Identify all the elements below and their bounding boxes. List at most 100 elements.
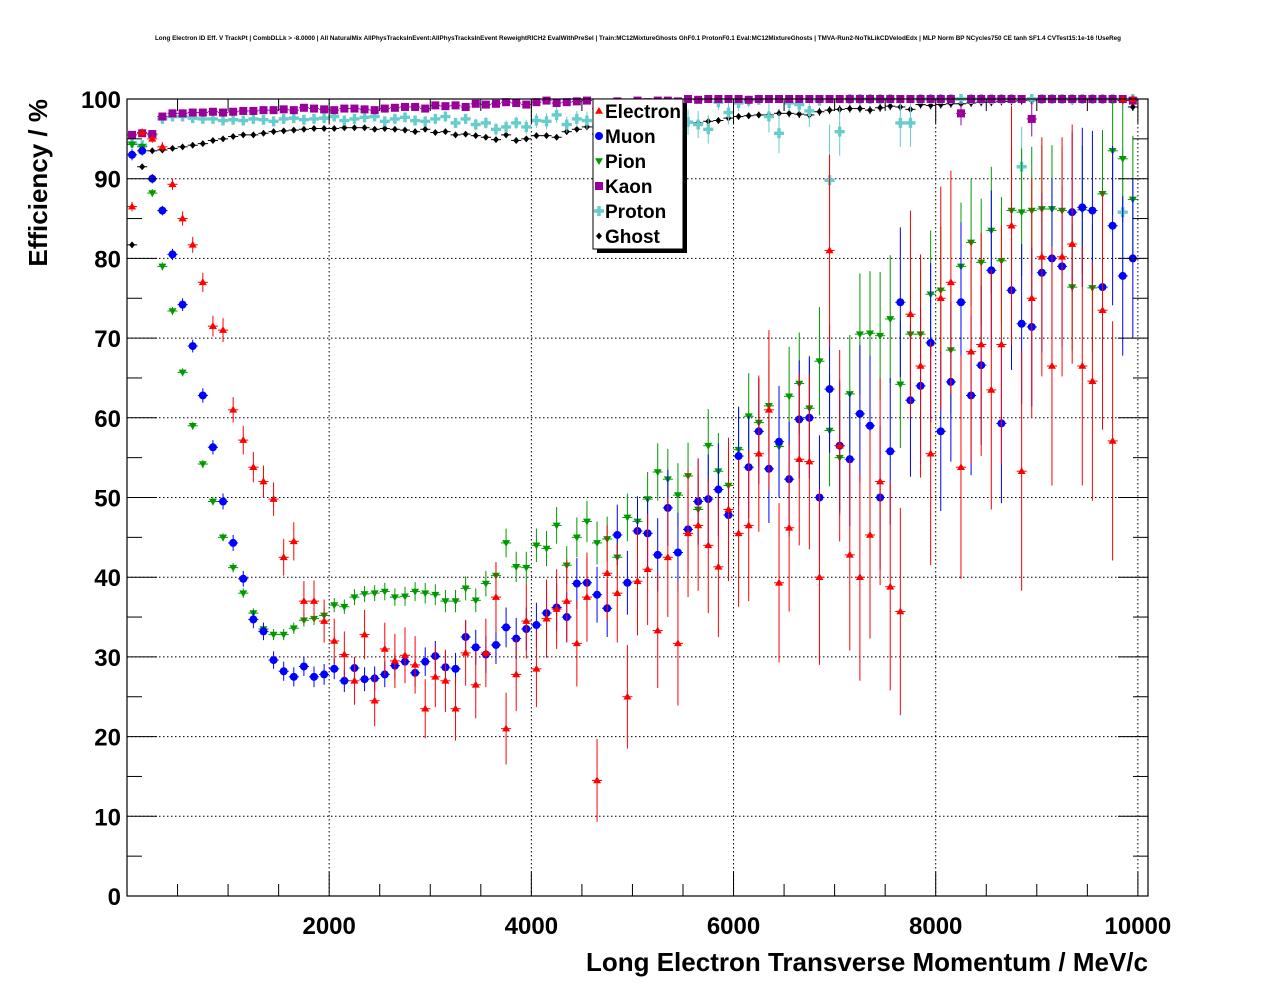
electron-marker	[400, 651, 409, 659]
proton-marker	[197, 113, 208, 124]
muon-marker	[491, 640, 500, 649]
y-tick-label: 20	[94, 725, 121, 752]
ghost-point	[308, 124, 320, 132]
ghost-point	[339, 124, 350, 132]
kaon-marker	[471, 99, 480, 108]
y-tick-label: 30	[94, 645, 121, 672]
kaon-point	[541, 96, 552, 105]
pion-point	[430, 584, 441, 606]
electron-marker	[694, 521, 703, 529]
ghost-point	[824, 106, 835, 115]
proton-marker	[329, 111, 340, 122]
electron-point	[976, 232, 987, 457]
ghost-point	[410, 128, 421, 136]
electron-point	[501, 692, 512, 765]
electron-point	[1016, 351, 1027, 591]
kaon-marker	[481, 100, 490, 109]
muon-point	[268, 651, 279, 669]
electron-marker	[441, 676, 450, 684]
electron-point	[541, 579, 552, 658]
muon-point	[228, 534, 239, 551]
ghost-point	[288, 126, 299, 134]
pion-point	[480, 570, 491, 597]
ghost-marker	[422, 125, 429, 133]
electron-marker	[805, 457, 814, 465]
electron-marker	[239, 436, 248, 443]
pion-marker	[158, 263, 167, 271]
electron-marker	[987, 385, 996, 393]
pion-marker	[340, 603, 349, 611]
proton-marker	[571, 113, 582, 124]
proton-point	[248, 113, 259, 124]
ghost-point	[531, 132, 542, 140]
electron-point	[298, 581, 309, 622]
pion-marker	[451, 598, 460, 606]
proton-marker	[420, 116, 431, 127]
proton-point	[470, 118, 481, 131]
muon-point	[137, 146, 148, 156]
electron-point	[996, 224, 1007, 465]
ghost-marker	[442, 128, 449, 136]
electron-marker	[855, 573, 864, 580]
electron-point	[632, 526, 643, 636]
pion-point	[369, 585, 380, 602]
ghost-marker	[472, 132, 479, 140]
kaon-point	[440, 102, 451, 111]
ghost-marker	[230, 132, 237, 140]
pion-point	[470, 588, 481, 613]
muon-point	[592, 566, 603, 623]
muon-marker	[956, 298, 965, 307]
muon-marker	[188, 342, 197, 351]
muon-point	[824, 325, 835, 453]
pion-point	[197, 460, 208, 469]
electron-marker	[835, 441, 844, 449]
electron-point	[460, 620, 471, 686]
electron-marker	[1078, 361, 1087, 369]
electron-marker	[643, 565, 652, 573]
muon-point	[278, 661, 289, 681]
proton-marker	[207, 113, 218, 124]
kaon-point	[531, 98, 542, 107]
electron-marker	[380, 644, 389, 652]
ghost-marker	[341, 124, 348, 132]
electron-point	[349, 656, 360, 705]
pion-point	[349, 589, 360, 606]
ghost-marker	[462, 130, 469, 138]
proton-point	[430, 113, 441, 124]
electron-marker	[997, 340, 1006, 348]
ghost-point	[389, 125, 400, 133]
pion-point	[885, 255, 896, 383]
kaon-point	[430, 101, 441, 110]
kaon-point	[217, 108, 229, 117]
electron-marker	[744, 521, 753, 529]
proton-marker	[763, 111, 774, 122]
electron-marker	[956, 463, 965, 471]
proton-marker	[268, 116, 279, 127]
electron-point	[935, 186, 946, 410]
proton-point	[389, 113, 400, 124]
electron-point	[1046, 246, 1058, 486]
ghost-marker	[1129, 103, 1136, 111]
legend-entry-proton: Proton	[594, 202, 666, 223]
proton-marker	[703, 124, 714, 135]
ghost-point	[541, 132, 552, 140]
electron-point	[379, 622, 390, 676]
kaon-marker	[370, 106, 379, 115]
proton-point	[693, 110, 704, 139]
proton-marker	[450, 117, 461, 128]
electron-marker	[310, 597, 319, 604]
proton-point	[571, 110, 582, 127]
kaon-point	[511, 98, 522, 107]
proton-marker	[531, 115, 542, 126]
ghost-point	[450, 131, 461, 139]
electron-point	[733, 460, 744, 607]
proton-marker	[440, 111, 451, 122]
pion-point	[652, 443, 663, 501]
electron-marker	[663, 553, 672, 561]
kaon-marker	[128, 130, 137, 139]
muon-point	[308, 666, 320, 688]
electron-marker	[815, 573, 824, 580]
proton-marker	[683, 117, 694, 128]
ghost-point	[399, 126, 411, 134]
electron-marker	[1017, 467, 1026, 474]
